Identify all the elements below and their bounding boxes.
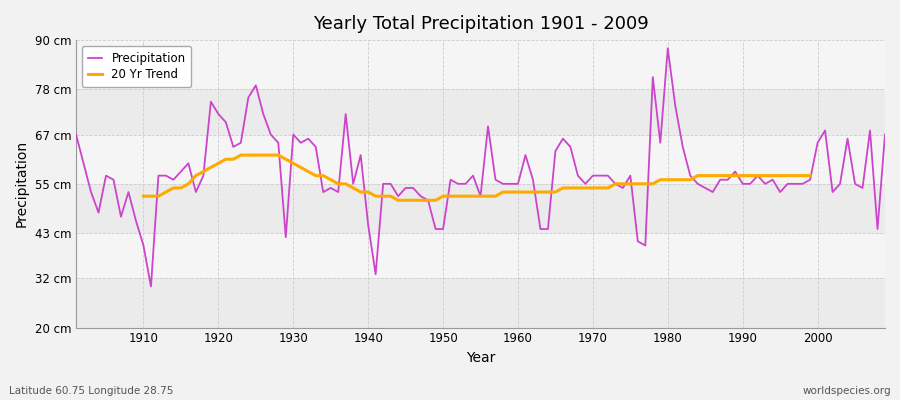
Precipitation bbox=[513, 182, 524, 186]
20 Yr Trend bbox=[236, 153, 247, 158]
Line: 20 Yr Trend: 20 Yr Trend bbox=[143, 155, 810, 200]
Text: worldspecies.org: worldspecies.org bbox=[803, 386, 891, 396]
Precipitation bbox=[302, 136, 313, 141]
Bar bbox=[76, 233, 885, 278]
Precipitation bbox=[662, 46, 673, 51]
Line: Precipitation: Precipitation bbox=[76, 48, 885, 286]
Legend: Precipitation, 20 Yr Trend: Precipitation, 20 Yr Trend bbox=[82, 46, 192, 87]
20 Yr Trend bbox=[228, 157, 238, 162]
Precipitation bbox=[146, 284, 157, 289]
Y-axis label: Precipitation: Precipitation bbox=[15, 140, 29, 228]
Text: Latitude 60.75 Longitude 28.75: Latitude 60.75 Longitude 28.75 bbox=[9, 386, 174, 396]
Bar bbox=[76, 40, 885, 89]
20 Yr Trend bbox=[392, 198, 403, 203]
20 Yr Trend bbox=[789, 173, 800, 178]
Precipitation bbox=[520, 153, 531, 158]
Bar bbox=[76, 278, 885, 328]
20 Yr Trend bbox=[723, 173, 734, 178]
Bar bbox=[76, 134, 885, 184]
Precipitation bbox=[70, 132, 81, 137]
Bar bbox=[76, 89, 885, 134]
20 Yr Trend bbox=[347, 186, 358, 190]
Precipitation bbox=[610, 182, 621, 186]
Precipitation bbox=[130, 218, 141, 223]
Precipitation bbox=[879, 132, 890, 137]
20 Yr Trend bbox=[805, 173, 815, 178]
20 Yr Trend bbox=[707, 173, 718, 178]
X-axis label: Year: Year bbox=[466, 351, 495, 365]
20 Yr Trend bbox=[617, 182, 628, 186]
Title: Yearly Total Precipitation 1901 - 2009: Yearly Total Precipitation 1901 - 2009 bbox=[312, 15, 648, 33]
Precipitation bbox=[347, 182, 358, 186]
Bar bbox=[76, 184, 885, 233]
20 Yr Trend bbox=[138, 194, 148, 198]
